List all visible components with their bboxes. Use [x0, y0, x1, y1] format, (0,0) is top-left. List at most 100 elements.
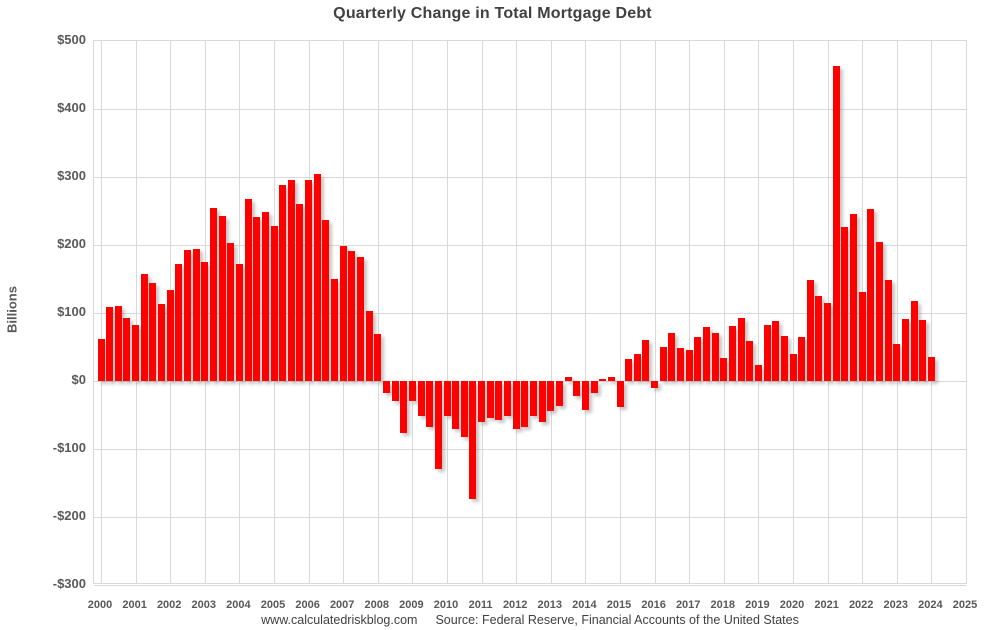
- y-gridline: [94, 585, 966, 586]
- x-tick-label: 2014: [572, 599, 597, 611]
- x-gridline: [481, 41, 483, 583]
- bar-2005Q1: [270, 225, 278, 381]
- bar-2005Q4: [296, 204, 304, 381]
- bar-2013Q2: [555, 381, 563, 407]
- bar-2006Q1: [305, 180, 313, 381]
- y-tick-label: $0: [71, 372, 86, 387]
- x-gridline: [447, 41, 448, 583]
- bar-2022Q2: [867, 208, 875, 381]
- x-tick-label: 2024: [918, 599, 943, 611]
- x-gridline: [966, 41, 967, 583]
- x-gridline: [931, 41, 933, 583]
- bar-2010Q3: [460, 381, 468, 438]
- bar-2020Q4: [815, 296, 823, 381]
- bar-2010Q4: [469, 381, 477, 499]
- bar-2015Q1: [616, 381, 624, 407]
- bar-2013Q4: [573, 381, 581, 396]
- y-tick-label: $200: [57, 236, 86, 251]
- bar-2018Q3: [737, 317, 745, 381]
- bar-2011Q2: [486, 381, 494, 419]
- bar-2018Q4: [746, 340, 754, 381]
- chart-title: Quarterly Change in Total Mortgage Debt: [333, 5, 652, 22]
- x-tick-label: 2018: [710, 599, 736, 611]
- bar-2019Q4: [780, 336, 788, 381]
- x-tick-label: 2004: [226, 599, 251, 611]
- bar-2021Q1: [824, 303, 832, 381]
- bar-2001Q2: [140, 274, 148, 381]
- y-tick-label: $100: [57, 304, 86, 319]
- bar-2016Q1: [651, 381, 659, 389]
- bar-2023Q2: [901, 319, 909, 381]
- bar-2004Q2: [244, 198, 252, 381]
- bar-2017Q4: [711, 332, 719, 381]
- x-tick-label: 2019: [745, 599, 770, 611]
- bar-2009Q3: [426, 381, 434, 428]
- bar-2024Q1: [927, 357, 935, 381]
- bar-2007Q1: [339, 245, 347, 381]
- y-tick-label: $400: [57, 100, 86, 115]
- bar-2007Q3: [357, 257, 364, 381]
- y-gridline: [94, 449, 966, 450]
- bar-2018Q1: [720, 357, 728, 381]
- bar-2015Q2: [625, 358, 633, 381]
- x-gridline: [689, 41, 691, 583]
- bar-2005Q2: [279, 185, 287, 381]
- x-tick-label: 2007: [329, 599, 355, 611]
- y-tick-label: $300: [57, 168, 86, 183]
- bar-2012Q1: [512, 381, 520, 429]
- y-tick-label: -$200: [52, 508, 86, 523]
- x-tick-label: 2025: [952, 599, 978, 611]
- bar-2023Q1: [893, 344, 901, 381]
- bar-2019Q2: [763, 324, 771, 381]
- bar-2016Q3: [668, 333, 676, 381]
- x-gridline: [723, 41, 725, 583]
- x-gridline: [654, 41, 656, 583]
- plot-area: [93, 40, 967, 586]
- bar-2002Q3: [184, 250, 191, 381]
- bar-2014Q4: [607, 376, 615, 381]
- footer: www.calculatedriskblog.com Source: Feder…: [93, 613, 967, 627]
- x-tick-label: 2002: [156, 599, 182, 611]
- bar-2001Q4: [158, 304, 166, 381]
- bar-2002Q1: [166, 289, 174, 381]
- bar-2015Q3: [633, 353, 641, 381]
- bar-2021Q3: [841, 227, 849, 381]
- bar-2010Q1: [443, 381, 451, 416]
- x-gridline: [550, 41, 552, 583]
- bar-2003Q2: [209, 207, 217, 381]
- bar-2017Q1: [685, 349, 693, 381]
- x-tick-label: 2015: [606, 599, 632, 611]
- bar-2022Q3: [876, 241, 883, 381]
- x-gridline: [377, 41, 379, 583]
- x-tick-label: 2011: [468, 599, 493, 611]
- bar-2009Q1: [408, 381, 416, 401]
- bar-2001Q3: [149, 283, 157, 381]
- y-gridline: [94, 177, 966, 178]
- bar-2021Q2: [832, 66, 840, 381]
- bar-2013Q1: [547, 381, 555, 411]
- bar-2002Q2: [175, 264, 183, 381]
- bar-2004Q4: [261, 211, 269, 381]
- x-tick-label: 2020: [779, 599, 805, 611]
- x-tick-label: 2016: [641, 599, 666, 611]
- x-tick-label: 2023: [883, 599, 909, 611]
- bar-2008Q1: [374, 334, 382, 381]
- x-tick-label: 2017: [675, 599, 701, 611]
- bar-2008Q2: [382, 381, 390, 394]
- y-tick-label: -$100: [52, 440, 86, 455]
- bar-2010Q2: [452, 381, 460, 430]
- bar-2019Q1: [754, 365, 762, 381]
- x-tick-label: 2022: [848, 599, 874, 611]
- bar-2012Q4: [538, 381, 546, 423]
- y-tick-label: -$300: [52, 576, 86, 591]
- bar-2004Q1: [235, 264, 243, 381]
- bar-2013Q3: [564, 376, 572, 381]
- y-gridline: [94, 517, 966, 518]
- bar-2000Q3: [114, 305, 122, 381]
- bar-2005Q3: [287, 180, 295, 381]
- bar-2009Q4: [434, 381, 442, 470]
- bar-2021Q4: [850, 214, 858, 381]
- bar-2014Q1: [581, 381, 589, 411]
- bar-2000Q1: [97, 338, 105, 381]
